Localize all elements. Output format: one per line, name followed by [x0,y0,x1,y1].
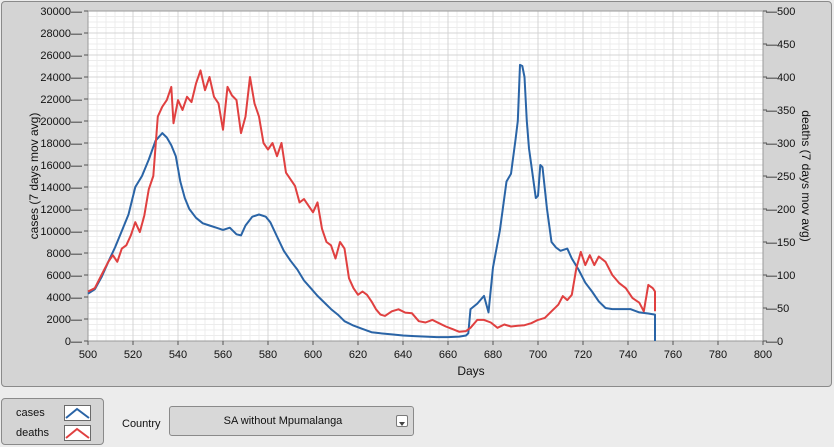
y-left-tick-label: 6000— [47,270,82,282]
x-tick-label: 660 [439,349,457,361]
x-tick-label: 520 [124,349,142,361]
y-left-tick-label: 2000— [47,314,82,326]
cases-line-icon [64,405,91,421]
legend-item-deaths[interactable]: deaths [2,424,105,444]
y-left-tick-label: 22000— [40,94,82,106]
y-left-tick-label: 14000— [40,182,82,194]
y-left-tick-label: 18000— [40,138,82,150]
x-tick-label: 680 [484,349,502,361]
legend-label-cases: cases [16,407,45,419]
chart-panel: 500 520 540 560 580 600 620 640 660 680 700 720 740 7… [1,1,832,387]
y-left-tick-label: 12000— [40,204,82,216]
y-right-tick-label: —300 [766,138,795,150]
country-select-value: SA without Mpumalanga [223,415,343,427]
x-tick-label: 740 [619,349,637,361]
y-right-tick-label: —400 [766,72,795,84]
y-left-tick-label: 10000— [40,226,82,238]
x-tick-label: 760 [664,349,682,361]
y-axis-left-title: cases (7 days mov avg) [27,113,41,240]
legend: cases deaths [1,398,104,445]
x-tick-label: 500 [79,349,97,361]
y-left-tick-label: 30000— [40,6,82,18]
y-left-tick-label: 26000— [40,50,82,62]
y-left-tick-label: 24000— [40,72,82,84]
x-tick-label: 620 [349,349,367,361]
y-right-tick-label: —250 [766,171,795,183]
y-left-tick-label: 0— [65,336,82,348]
x-tick-label: 580 [259,349,277,361]
x-tick-label: 560 [214,349,232,361]
y-axis-right-title: deaths (7 days mov avg) [799,110,813,241]
chevron-down-icon[interactable] [396,415,408,427]
y-right-tick-label: —200 [766,204,795,216]
y-right-tick-label: —150 [766,237,795,249]
x-tick-label: 720 [574,349,592,361]
y-left-tick-label: 4000— [47,292,82,304]
x-tick-label: 600 [304,349,322,361]
x-tick-label: 700 [529,349,547,361]
y-right-tick-label: —350 [766,105,795,117]
y-right-tick-label: —100 [766,270,795,282]
y-right-tick-label: —50 [766,303,789,315]
legend-label-deaths: deaths [16,427,50,439]
y-right-tick-label: —450 [766,39,795,51]
country-select[interactable]: SA without Mpumalanga [169,406,414,436]
x-tick-label: 780 [709,349,727,361]
y-left-tick-label: 16000— [40,160,82,172]
x-axis-title: Days [457,364,484,378]
y-left-tick-label: 28000— [40,28,82,40]
series-line-deaths [87,69,656,333]
legend-item-cases[interactable]: cases [2,404,105,424]
x-tick-label: 640 [394,349,412,361]
country-label: Country [122,418,161,430]
y-left-tick-label: 8000— [47,248,82,260]
y-right-tick-label: —0 [766,336,783,348]
y-right-tick-label: —500 [766,6,795,18]
x-tick-label: 540 [169,349,187,361]
x-tick-label: 800 [754,349,772,361]
series-line-cases [87,63,656,341]
y-left-tick-label: 20000— [40,116,82,128]
deaths-line-icon [64,425,91,441]
chart: 500 520 540 560 580 600 620 640 660 680 700 720 740 7… [27,6,813,378]
